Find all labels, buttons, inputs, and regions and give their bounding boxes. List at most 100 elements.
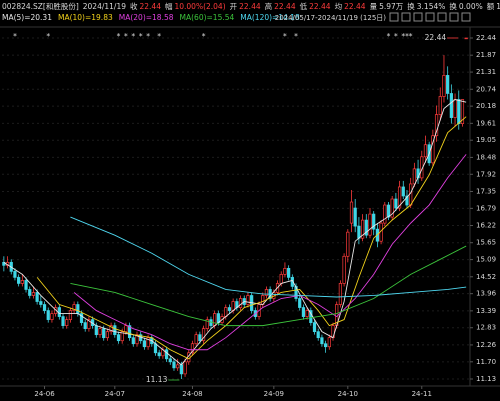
candle-body [127,325,132,339]
legend-entry: MA(10)=19.83 [58,13,113,22]
candle-body [224,307,228,317]
event-marker: * [13,32,17,41]
candle-body [142,340,146,348]
candle-body [338,283,343,305]
candle-body [453,99,457,118]
header-value: 22.44 [274,2,296,11]
candle-body [368,213,372,236]
candle-body [179,364,183,375]
y-tick-label: 17.92 [476,170,496,178]
y-tick-label: 14.52 [476,273,496,281]
ma-line [70,216,467,298]
candle-body [205,319,209,329]
header-value: 3.154% [417,2,446,11]
candle-body [216,313,220,323]
candle-body [57,307,61,317]
candle-body [146,337,150,348]
candle-body [227,307,232,311]
event-marker: * [294,32,298,41]
y-tick-label: 13.96 [476,290,497,298]
event-marker: * [202,32,206,41]
event-marker: * [139,32,143,41]
candle-body [65,319,69,326]
event-marker: * [124,32,128,41]
icon[interactable] [389,12,399,22]
candle-body [383,204,387,224]
candle-body [31,292,36,296]
candle-body [72,304,76,311]
header-label: 收 [130,1,138,11]
candle-body [279,274,283,284]
legend-entry: MA(60)=15.54 [180,13,235,22]
header-value: 22.44 [344,2,366,11]
header-label: 高 [265,1,273,11]
icon[interactable] [461,12,471,22]
candle-body [342,255,346,284]
candle-body [83,322,87,329]
candle-body [438,96,442,115]
y-tick-label: 21.31 [476,68,496,76]
x-tick-label: 24-08 [182,390,202,398]
range-label: 2024/05/17-2024/11/19 (125日) [275,14,387,22]
header-label: 换 [449,1,457,11]
candle-body [434,114,439,137]
header-value: 1.34亿 [496,1,500,11]
header-value: 22.44 [140,2,162,11]
candle-body [446,75,450,94]
candle-body [238,298,243,308]
event-marker: * [401,32,405,41]
candle-body [153,343,158,354]
event-marker: * [394,32,398,41]
y-tick-label: 16.79 [476,204,496,212]
y-tick-label: 16.22 [476,222,496,230]
icon[interactable] [401,12,411,22]
icon[interactable] [413,12,423,22]
event-marker: * [387,32,391,41]
legend-entry: MA(20)=18.58 [119,13,174,22]
header-label: 开 [230,2,238,11]
legend-entry: MA(120)=14.18 [240,13,300,22]
header-value: 22.44 [309,2,331,11]
event-marker: * [46,32,50,41]
candle-body [386,204,391,218]
candle-body [457,99,461,124]
candle-body [201,328,206,342]
candle-body [397,186,402,209]
icon[interactable] [425,12,435,22]
candle-body [176,364,180,369]
y-tick-label: 12.26 [476,341,497,349]
candle-body [50,313,54,320]
icon[interactable] [449,12,459,22]
candle-body [79,313,84,323]
candle-body [105,331,110,339]
candle-body [213,313,217,326]
candle-body [320,337,324,345]
candle-body [309,310,313,323]
candle-body [394,198,398,209]
candle-body [324,343,328,348]
y-tick-label: 21.87 [476,51,496,59]
candle-body [349,201,354,224]
legend-entry: MA(5)=20.31 [2,13,52,22]
candle-body [327,337,331,348]
candle-body [194,334,198,345]
icon[interactable] [437,12,447,22]
header-value: 10.00%(2.04) [174,2,225,11]
candle-body [301,307,306,317]
header-label: 低 [300,1,308,11]
candle-body [364,219,368,236]
ma-line [36,116,467,360]
candle-body [61,316,65,326]
y-tick-label: 13.39 [476,307,496,315]
ma-legend: MA(5)=20.31 MA(10)=19.83 MA(20)=18.58 MA(60… [2,13,300,22]
candle-body [42,304,47,311]
y-tick-label: 19.61 [476,119,496,127]
y-tick-label: 19.05 [476,136,496,144]
candle-body [431,135,435,164]
candle-body [231,301,235,311]
candle-body [24,280,28,290]
candle-body [357,225,361,239]
y-tick-label: 11.13 [476,375,496,383]
candle-body [283,267,287,275]
